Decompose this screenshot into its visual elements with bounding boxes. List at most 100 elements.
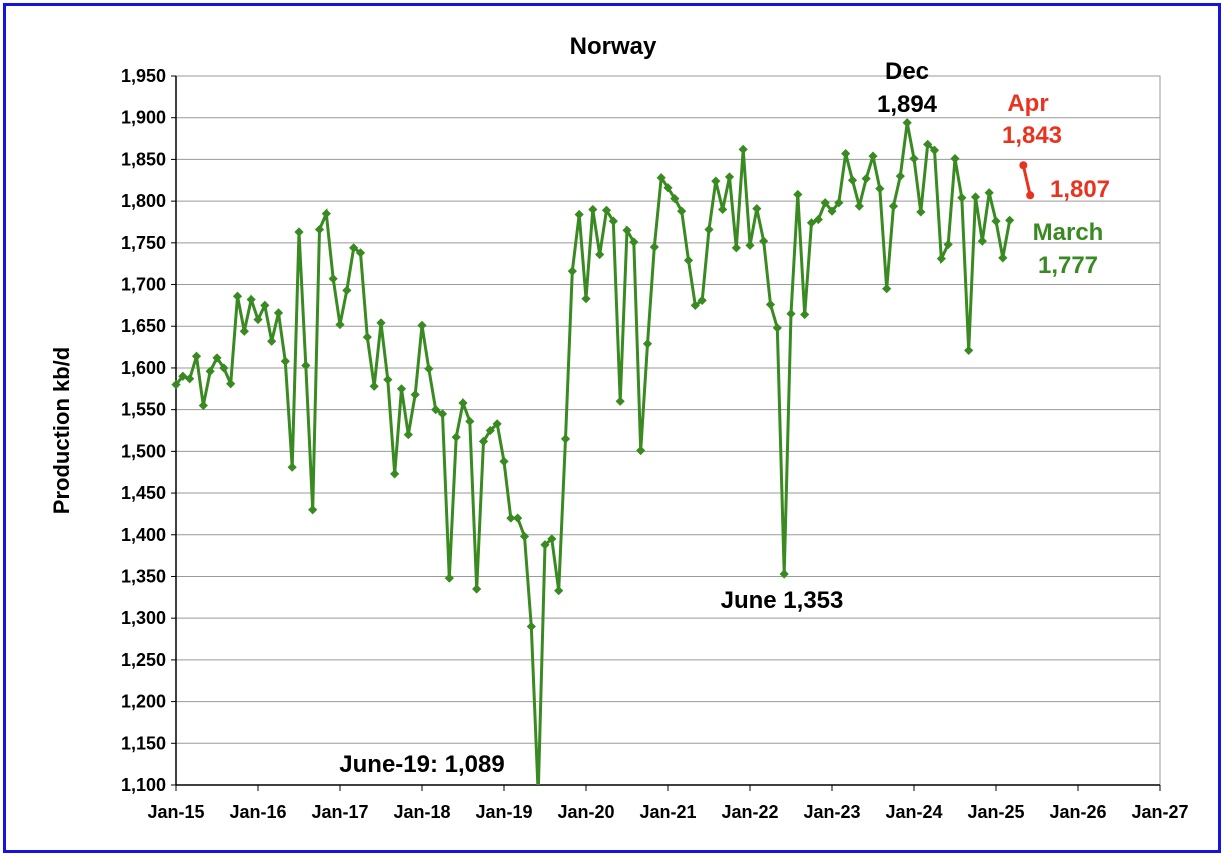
series-0-point [854, 201, 864, 211]
x-tick-label: Jan-15 [147, 802, 204, 822]
series-1-point [1026, 191, 1035, 200]
series-0-point [376, 318, 386, 328]
series-0-point [403, 430, 413, 440]
y-tick-label: 1,850 [121, 149, 166, 169]
series-0-point [294, 227, 304, 237]
series-0-point [554, 586, 564, 596]
series-0-point [349, 243, 359, 253]
series-0-point [847, 175, 858, 185]
series-0-point [485, 425, 495, 436]
x-tick-label: Jan-25 [967, 802, 1024, 822]
annotation-apr: 1,843 [1002, 122, 1062, 149]
series-0-point [267, 336, 277, 346]
series-0-point [711, 176, 721, 186]
series-1-line [1021, 164, 1032, 196]
series-0-point [601, 205, 612, 215]
series-0-point [827, 206, 837, 216]
series-0-point [519, 531, 530, 542]
series-0-point [943, 239, 953, 250]
series-0-point [841, 148, 851, 159]
series-0-point [369, 381, 379, 391]
y-tick-label: 1,700 [121, 275, 166, 295]
series-0-point [950, 153, 960, 164]
x-tick-label: Jan-18 [393, 802, 450, 822]
x-tick-label: Jan-26 [1049, 802, 1106, 822]
series-0-point [834, 198, 844, 208]
annotation-march: March [1033, 219, 1104, 246]
chart-title: Norway [570, 33, 657, 60]
x-tick-label: Jan-22 [721, 802, 778, 822]
series-0-point [444, 573, 454, 583]
series-0-point [328, 274, 338, 284]
series-0-point [342, 285, 352, 295]
series-0-point [301, 360, 311, 371]
series-0-point [253, 314, 263, 325]
series-0-point [656, 173, 666, 183]
series-0-point [540, 540, 550, 550]
series-0-point [772, 323, 782, 333]
series-0-point [759, 236, 769, 246]
y-tick-label: 1,600 [121, 358, 166, 378]
series-0-point [909, 153, 919, 164]
y-tick-label: 1,800 [121, 191, 166, 211]
series-0-point [731, 243, 741, 253]
x-tick-label: Jan-23 [803, 802, 860, 822]
series-0-point [608, 216, 618, 226]
series-0-point [574, 209, 584, 220]
series-1-point [1019, 161, 1028, 170]
series-0-point [492, 419, 502, 429]
x-tick-label: Jan-17 [311, 802, 368, 822]
series-0-point [793, 189, 803, 200]
annotation-dec: 1,894 [877, 91, 938, 118]
series-0-point [868, 151, 878, 161]
y-tick-label: 1,100 [121, 775, 166, 795]
series-0-point [820, 198, 830, 208]
y-tick-label: 1,400 [121, 525, 166, 545]
series-0-point [738, 144, 748, 155]
x-tick-label: Jan-16 [229, 802, 286, 822]
series-0-point [437, 409, 448, 419]
series-0-point [683, 255, 694, 265]
series-0-point [663, 183, 673, 193]
series-0-point [902, 118, 912, 128]
series-0-point [1005, 215, 1015, 225]
series-0-point [335, 319, 345, 330]
series-0-point [957, 193, 967, 203]
annotation-march: 1,777 [1038, 252, 1098, 279]
series-0-point [280, 356, 290, 366]
series-0-point [916, 207, 926, 217]
series-0-point [232, 291, 243, 301]
series-0-point [977, 236, 987, 246]
series-0-point [239, 326, 249, 336]
annotation-june22: June 1,353 [721, 587, 844, 614]
series-0-point [704, 224, 714, 235]
series-0-point [308, 505, 318, 515]
series-0-point [642, 339, 653, 349]
series-0-point [383, 375, 393, 385]
series-0-point [895, 171, 905, 181]
series-0-point [595, 249, 605, 260]
series-0-point [226, 379, 236, 389]
series-0-point [615, 396, 625, 406]
x-tick-label: Jan-27 [1131, 802, 1188, 822]
y-tick-label: 1,450 [121, 483, 166, 503]
series-0-point [813, 214, 823, 225]
x-tick-label: Jan-20 [557, 802, 614, 822]
series-0-point [752, 204, 762, 214]
y-tick-label: 1,250 [121, 650, 166, 670]
series-0-point [882, 284, 892, 294]
series-0-point [191, 351, 202, 361]
series-0-point [964, 345, 974, 356]
series-0-point [478, 436, 489, 446]
y-tick-label: 1,550 [121, 400, 166, 420]
series-0-point [875, 184, 885, 194]
series-0-point [526, 621, 536, 632]
series-0-point [724, 172, 735, 182]
series-0-point [417, 320, 427, 331]
series-0-point [998, 253, 1008, 263]
series-0-point [718, 204, 728, 215]
series-0-point [260, 300, 270, 310]
series-0-point [991, 216, 1001, 226]
series-0-point [567, 266, 577, 276]
y-tick-label: 1,150 [121, 733, 166, 753]
